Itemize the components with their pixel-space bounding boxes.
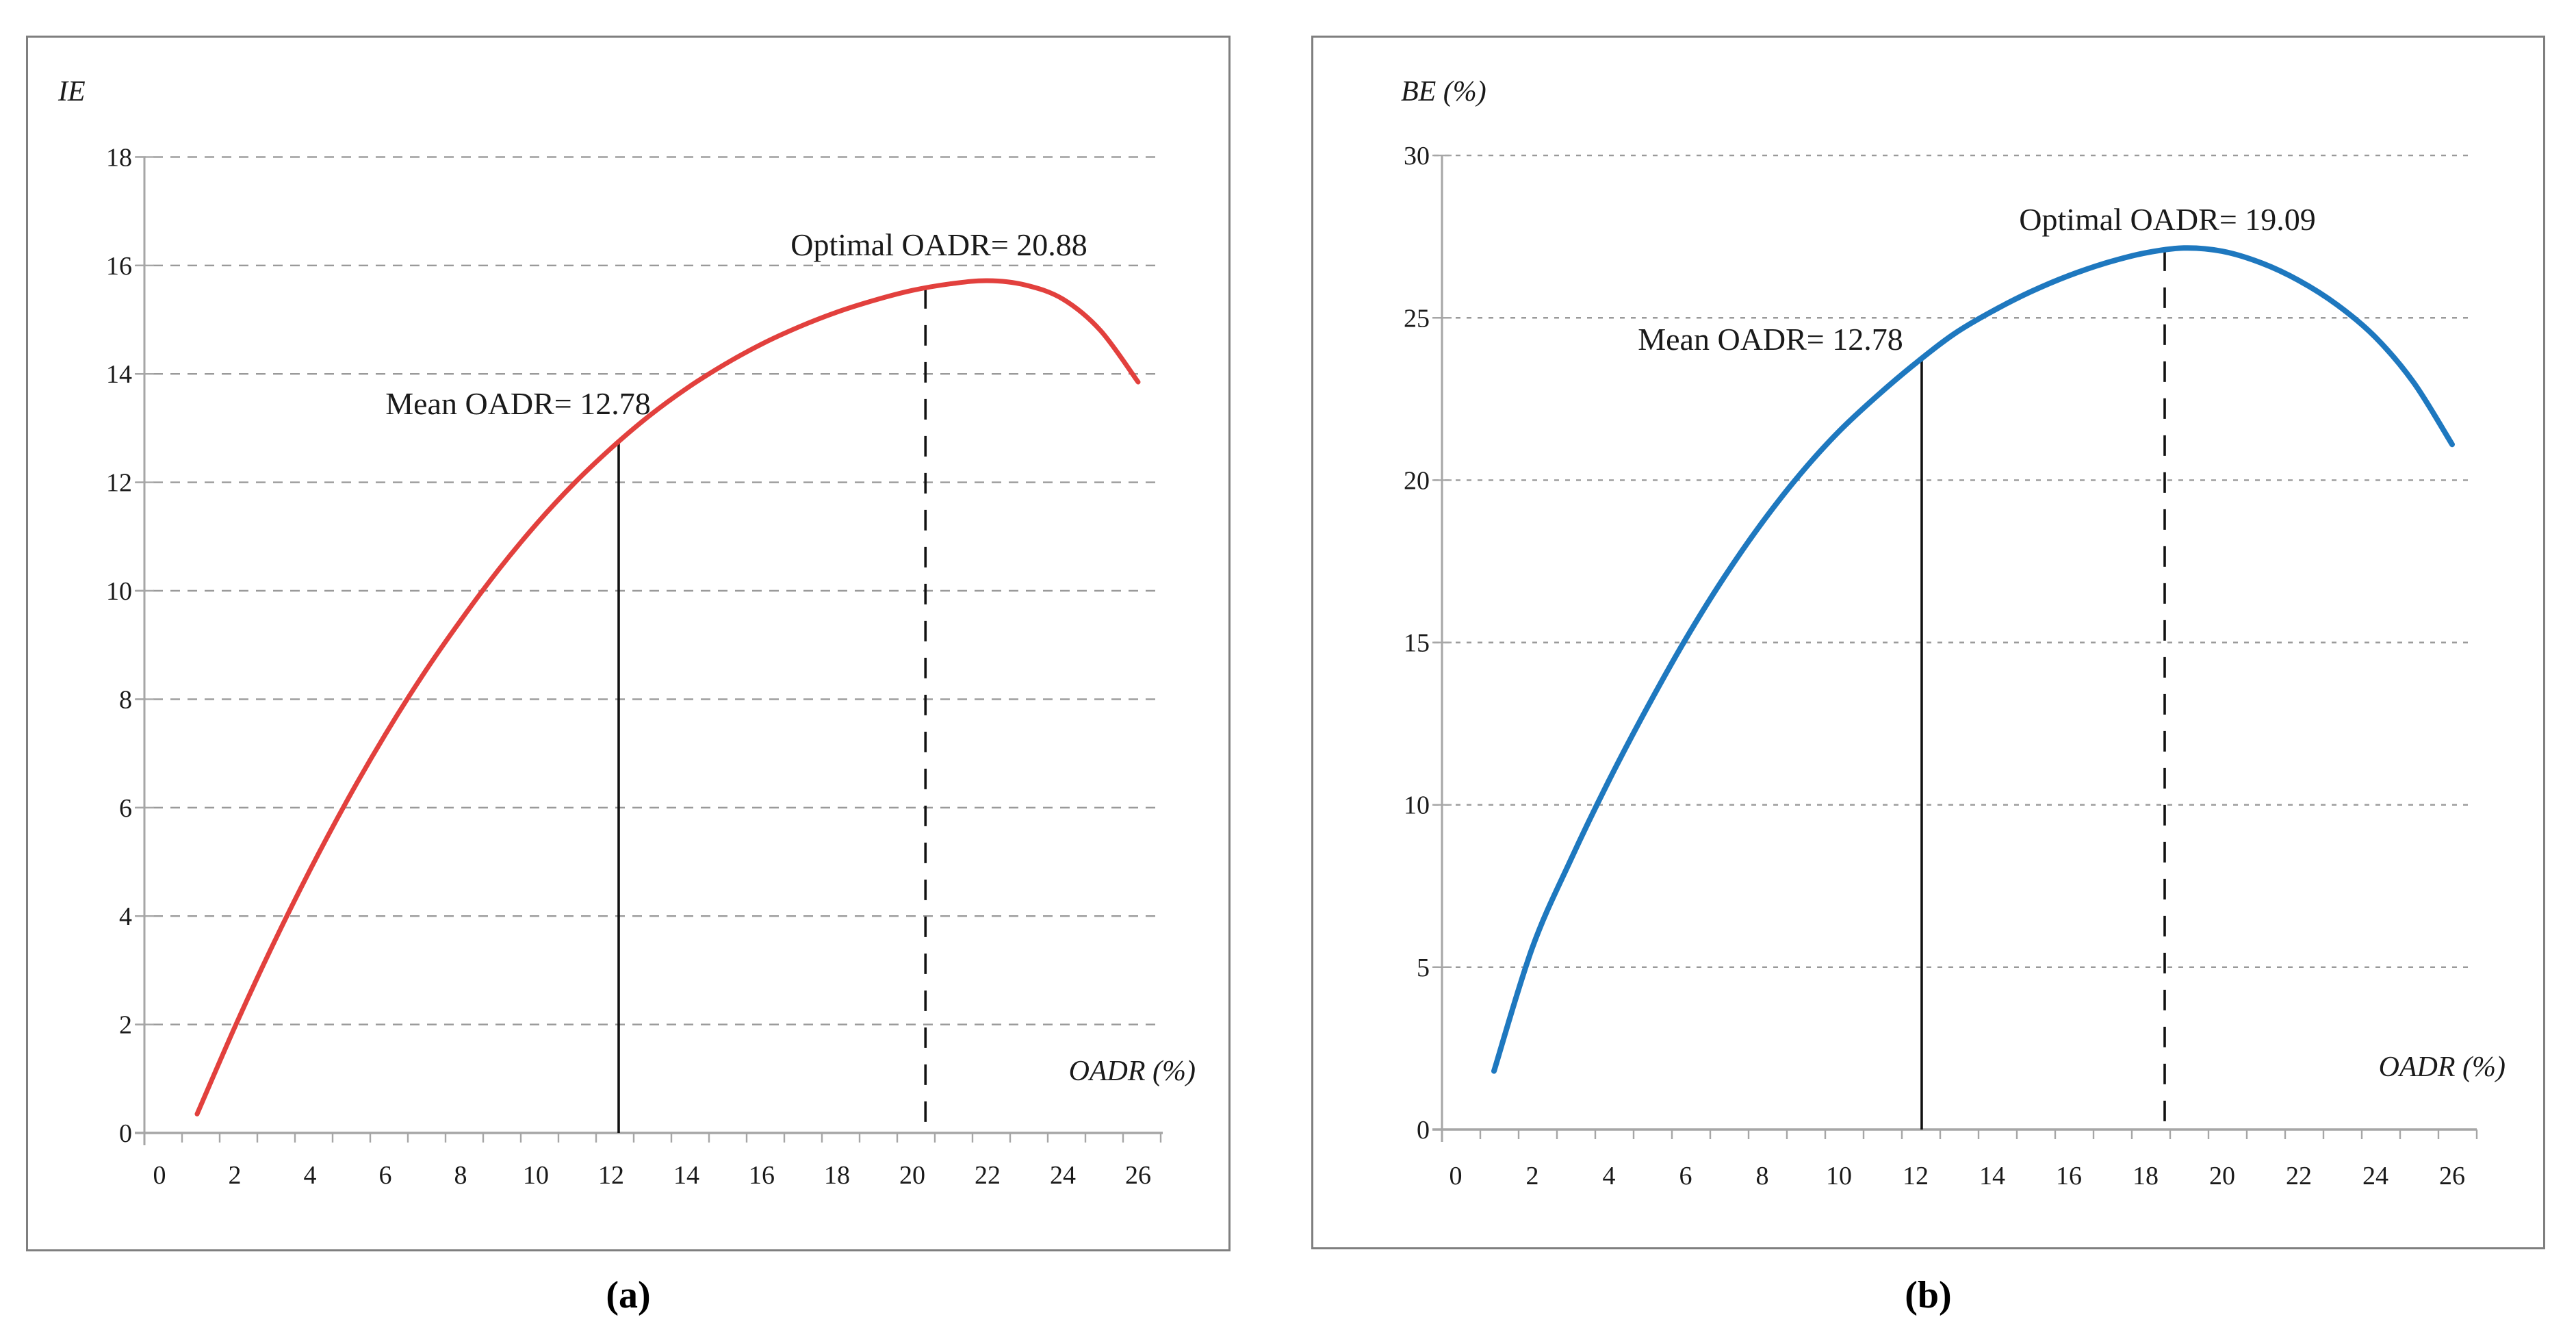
x-tick-label-22: 22	[975, 1161, 1001, 1190]
x-axis-label: OADR (%)	[2379, 1051, 2506, 1083]
x-tick-label-16: 16	[749, 1161, 775, 1190]
x-tick-label-4: 4	[1603, 1162, 1616, 1190]
x-tick-label-6: 6	[1679, 1162, 1692, 1190]
optimal-oadr-annotation: Optimal OADR= 20.88	[790, 227, 1087, 262]
panel-a: 0 2 4 6 8 10 12 14 16 18 20 22 24 26 0 2 4 6 8 10 12 14 16 18 IE…	[26, 36, 1231, 1251]
x-tick-label-0: 0	[1450, 1162, 1463, 1190]
x-tick-label-0: 0	[153, 1161, 166, 1190]
y-tick-label-12: 12	[106, 469, 132, 498]
x-tick-label-24: 24	[2362, 1162, 2388, 1190]
x-tick-label-2: 2	[229, 1161, 242, 1190]
y-tick-label-10: 10	[106, 577, 132, 606]
y-tick-label-15: 15	[1404, 629, 1430, 658]
x-tick-label-24: 24	[1050, 1161, 1076, 1190]
mean-oadr-annotation: Mean OADR= 12.78	[385, 386, 651, 421]
mean-oadr-annotation: Mean OADR= 12.78	[1638, 322, 1903, 357]
x-tick-label-14: 14	[1979, 1162, 2005, 1190]
y-tick-label-0: 0	[119, 1119, 132, 1148]
be-curve	[1491, 245, 2455, 1074]
caption-a: (a)	[606, 1274, 651, 1316]
x-tick-label-4: 4	[304, 1161, 317, 1190]
y-tick-label-14: 14	[106, 360, 132, 389]
y-tick-label-10: 10	[1404, 791, 1430, 820]
x-tick-label-10: 10	[1826, 1162, 1852, 1190]
x-tick-label-10: 10	[523, 1161, 549, 1190]
x-tick-label-6: 6	[379, 1161, 392, 1190]
chart-a: 0 2 4 6 8 10 12 14 16 18 20 22 24 26024681012141618IE…	[57, 76, 1196, 1190]
x-axis-label: OADR (%)	[1069, 1056, 1196, 1087]
x-tick-label-14: 14	[673, 1161, 699, 1190]
x-tick-label-12: 12	[598, 1161, 624, 1190]
y-tick-label-16: 16	[106, 252, 132, 281]
x-tick-label-22: 22	[2286, 1162, 2312, 1190]
panel-b: 0 2 4 6 8 10 12 14 16 18 20 22 24 26 0 5 10 15 20 25 30 BE (%…	[1311, 36, 2545, 1249]
x-tick-label-16: 16	[2056, 1162, 2082, 1190]
y-tick-label-5: 5	[1417, 954, 1430, 982]
y-tick-label-20: 20	[1404, 466, 1430, 495]
optimal-oadr-annotation: Optimal OADR= 19.09	[2019, 202, 2316, 237]
y-tick-label-4: 4	[119, 902, 132, 931]
x-tick-label-8: 8	[454, 1161, 467, 1190]
y-tick-label-2: 2	[119, 1011, 132, 1040]
y-tick-label-8: 8	[119, 685, 132, 714]
ie-curve	[194, 278, 1141, 1117]
x-tick-label-20: 20	[899, 1161, 925, 1190]
x-tick-label-2: 2	[1526, 1162, 1539, 1190]
x-tick-label-18: 18	[824, 1161, 850, 1190]
caption-b: (b)	[1905, 1274, 1952, 1316]
x-tick-label-20: 20	[2209, 1162, 2235, 1190]
y-tick-label-0: 0	[1417, 1116, 1430, 1145]
y-tick-label-6: 6	[119, 794, 132, 823]
y-tick-label-30: 30	[1404, 142, 1430, 170]
x-tick-label-26: 26	[2439, 1162, 2465, 1190]
x-tick-label-26: 26	[1125, 1161, 1151, 1190]
y-axis-label: IE	[57, 76, 86, 107]
x-tick-label-18: 18	[2133, 1162, 2159, 1190]
y-axis-label: BE (%)	[1401, 76, 1486, 107]
y-tick-label-18: 18	[106, 143, 132, 172]
x-tick-label-12: 12	[1903, 1162, 1929, 1190]
x-tick-label-8: 8	[1756, 1162, 1769, 1190]
y-tick-label-25: 25	[1404, 304, 1430, 333]
